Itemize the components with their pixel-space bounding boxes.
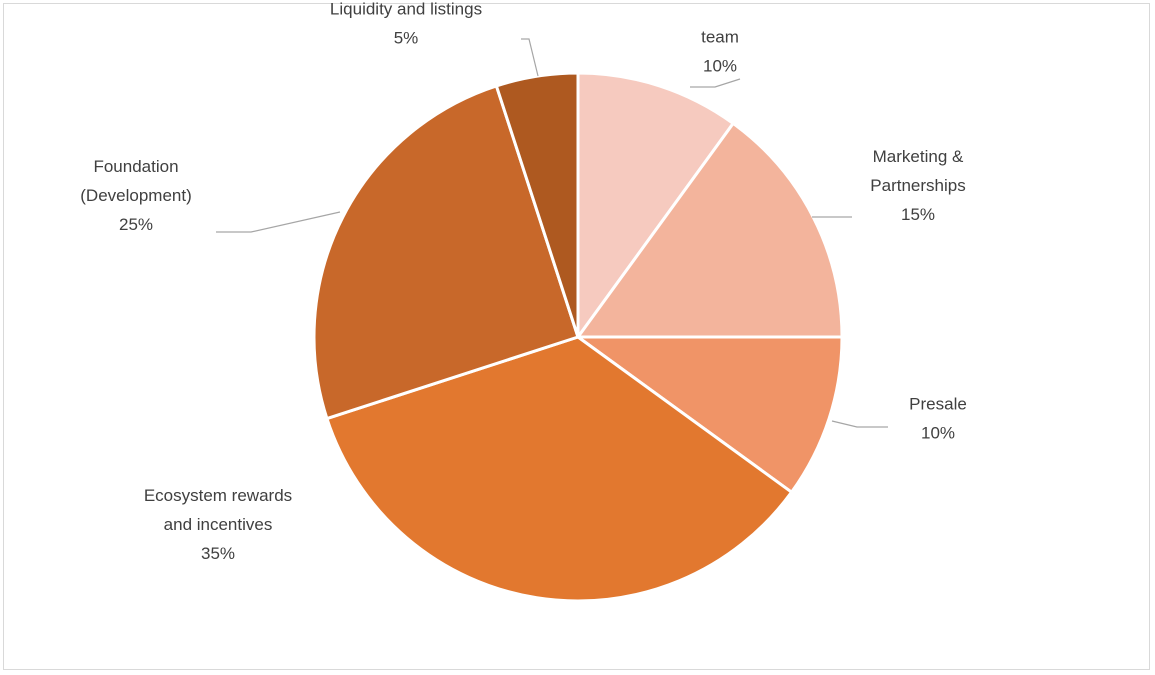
leader-line — [216, 211, 341, 233]
pie-slice — [325, 335, 794, 603]
slice-percent-label: 5% — [394, 29, 419, 48]
slice-category-label: Presale — [909, 395, 967, 414]
leader-line — [521, 38, 539, 77]
slice-percent-label: 15% — [901, 205, 935, 224]
slice-data-label: Foundation (Development) 25% — [80, 157, 192, 234]
pie-slice — [312, 84, 580, 421]
pie-slice — [576, 335, 844, 494]
leader-line — [690, 78, 741, 88]
data-labels: team 10% Marketing & Partnerships 15% Presale… — [80, 0, 967, 563]
slice-category-label: Partnerships — [870, 176, 965, 195]
leader-lines — [216, 38, 888, 428]
slice-data-label: team 10% — [701, 28, 739, 76]
slice-category-label: Liquidity and listings — [330, 0, 482, 19]
slice-category-label: team — [701, 28, 739, 47]
slice-percent-label: 25% — [119, 215, 153, 234]
slice-category-label: and incentives — [164, 515, 273, 534]
leader-line — [831, 420, 888, 428]
slice-percent-label: 10% — [921, 424, 955, 443]
slice-data-label: Marketing & Partnerships 15% — [870, 147, 965, 224]
slice-category-label: Ecosystem rewards — [144, 486, 292, 505]
slice-category-label: Marketing & — [873, 147, 964, 166]
slice-category-label: (Development) — [80, 186, 192, 205]
pie-slice — [576, 71, 735, 339]
slice-data-label: Liquidity and listings 5% — [330, 0, 482, 48]
slice-category-label: Foundation — [93, 157, 178, 176]
pie-slice — [494, 71, 580, 339]
slice-percent-label: 10% — [703, 57, 737, 76]
pie-slices — [312, 71, 844, 603]
slice-data-label: Presale 10% — [909, 395, 967, 443]
slice-data-label: Ecosystem rewards and incentives 35% — [144, 486, 292, 563]
slice-percent-label: 35% — [201, 544, 235, 563]
